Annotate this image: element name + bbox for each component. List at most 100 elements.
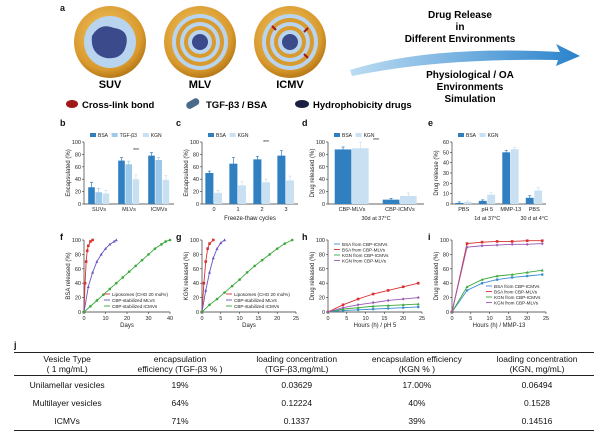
data-point: [140, 258, 144, 262]
y-tick-label: 40: [193, 177, 199, 183]
icmv-particle-icon: [254, 6, 326, 78]
y-tick-label: 60: [443, 140, 449, 146]
y-axis-label: Encapsulated (%): [184, 149, 190, 196]
bar: [525, 197, 534, 204]
y-tick-label: 60: [443, 267, 449, 273]
y-tick-label: 40: [443, 281, 449, 287]
bar: [334, 149, 352, 204]
y-tick-label: 60: [75, 165, 81, 171]
data-point: [386, 307, 390, 310]
data-point: [245, 271, 249, 274]
y-axis-label: Encapsulated (%): [66, 149, 72, 196]
legend-label: KGN from CBP-ICMVs: [342, 253, 389, 258]
legend-label: CBP-stabilized MLVs: [112, 298, 156, 303]
bar: [214, 192, 223, 204]
legend-swatch: [208, 133, 214, 137]
series-line: [201, 239, 225, 313]
data-point: [465, 242, 469, 245]
table-cell: 0.1337: [283, 416, 310, 426]
table-header: encapsulation efficiency (KGN % ): [371, 354, 462, 374]
data-point: [208, 303, 211, 307]
table-cell: 64%: [171, 398, 189, 408]
bar: [534, 190, 543, 204]
y-tick-label: 40: [319, 177, 325, 183]
bar: [155, 159, 162, 204]
bar: [286, 180, 295, 204]
mlv-particle-icon: [164, 6, 236, 78]
y-tick-label: 0: [322, 310, 325, 316]
bar: [95, 192, 102, 204]
x-axis-label: Freeze-thaw cycles: [224, 216, 276, 222]
data-point: [206, 247, 209, 250]
data-point: [495, 243, 499, 247]
data-point: [416, 281, 420, 285]
y-tick-label: 100: [440, 238, 449, 244]
y-tick-label: 40: [319, 281, 325, 287]
data-point: [127, 270, 131, 273]
data-point: [525, 242, 529, 246]
y-axis-label: KGN released (%): [184, 252, 190, 301]
x-tick-label: 1: [236, 207, 239, 213]
table-row: Multilayer vesicles 64% 0.12224 40% 0.15…: [14, 394, 594, 412]
data-point: [253, 264, 256, 268]
data-point: [275, 247, 279, 250]
x-axis-label: Hours (h) / MMP-13: [473, 323, 526, 329]
data-point: [238, 278, 241, 281]
y-tick-label: 60: [193, 165, 199, 171]
significance-label: ***: [263, 140, 269, 146]
data-point: [540, 273, 544, 276]
x-tick-label: PBS: [458, 207, 469, 213]
y-tick-label: 80: [193, 152, 199, 158]
panel-label-d: d: [302, 118, 308, 128]
y-axis-label: BSA released (%): [66, 252, 72, 299]
data-point: [495, 274, 499, 278]
data-point: [480, 281, 484, 285]
bar: [382, 199, 400, 204]
y-tick-label: 40: [75, 281, 81, 287]
table-cell: 39%: [408, 416, 426, 426]
data-point: [85, 249, 89, 253]
table-header: loading concentration (KGN, mg/mL): [496, 354, 578, 374]
y-tick-label: 10: [443, 192, 449, 198]
table-cell: Multilayer vesicles: [32, 398, 102, 408]
data-point: [401, 303, 405, 306]
data-point: [134, 264, 137, 268]
data-point: [121, 276, 124, 279]
data-point: [371, 301, 375, 305]
legend-label: KGN: [364, 133, 375, 139]
data-point: [204, 288, 208, 292]
legend-swatch: [479, 133, 486, 137]
data-point: [219, 241, 223, 245]
x-tick-label: 0: [212, 207, 215, 213]
data-point: [160, 243, 163, 246]
bar: [205, 173, 214, 204]
x-tick-label: 0: [200, 316, 203, 322]
data-point: [356, 308, 360, 312]
data-point: [211, 256, 215, 260]
release-arrow-icon: [350, 44, 580, 76]
bar: [162, 179, 170, 204]
x-tick-label: PBS: [529, 207, 540, 213]
legend-tgf-bsa: TGF-β3 / BSA: [206, 100, 267, 111]
x-tick-label: 15: [381, 316, 387, 322]
panel-label-f: f: [60, 232, 63, 242]
y-axis-label: Drug release (%): [434, 150, 440, 195]
legend-label: CBP-stabilized MLVs: [234, 298, 278, 303]
arrow-text-bottom-2: Environments: [437, 82, 504, 93]
data-point: [540, 268, 544, 272]
table-cell: 0.12224: [281, 398, 313, 408]
data-point: [223, 291, 226, 294]
panel-label-i: i: [428, 232, 431, 242]
data-point: [371, 304, 375, 308]
data-point: [386, 298, 390, 303]
arrow-text-top-1: Drug Release: [428, 10, 492, 21]
x-tick-label: MMP-13: [500, 207, 521, 213]
y-tick-label: 50: [443, 150, 449, 156]
x-tick-label: 10: [363, 316, 369, 322]
table-cell: 19%: [171, 380, 189, 390]
y-tick-label: 30: [443, 171, 449, 177]
data-point: [416, 305, 420, 309]
